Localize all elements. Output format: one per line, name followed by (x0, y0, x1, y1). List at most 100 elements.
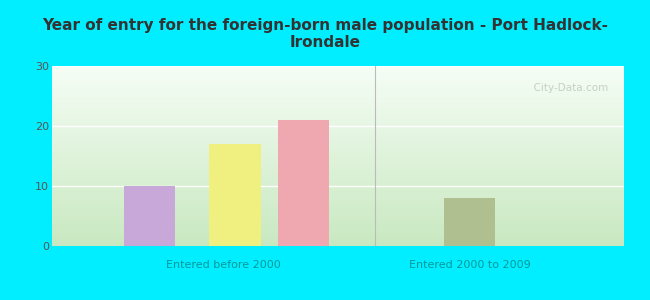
Bar (52, 194, 624, 195)
Bar (52, 96, 624, 97)
Bar (52, 220, 624, 221)
Bar (52, 189, 624, 190)
Bar (52, 100, 624, 101)
Bar (52, 195, 624, 196)
Bar (52, 157, 624, 158)
Bar (52, 155, 624, 156)
Bar (52, 222, 624, 223)
Bar (52, 234, 624, 235)
Bar (52, 92, 624, 93)
Bar (52, 184, 624, 185)
Bar (52, 215, 624, 216)
Bar (52, 174, 624, 175)
Bar (52, 71, 624, 72)
Bar (52, 159, 624, 160)
Bar (52, 66, 624, 67)
Bar (52, 82, 624, 83)
Text: Year of entry for the foreign-born male population - Port Hadlock-
Irondale: Year of entry for the foreign-born male … (42, 18, 608, 50)
Bar (52, 205, 624, 206)
Bar (52, 224, 624, 225)
Bar (52, 158, 624, 159)
Bar (52, 232, 624, 233)
Bar (52, 102, 624, 103)
Bar (444, 198, 495, 246)
Bar (52, 218, 624, 219)
Bar (278, 120, 330, 246)
Bar (52, 125, 624, 126)
Bar (52, 110, 624, 111)
Bar (52, 176, 624, 177)
Bar (52, 123, 624, 124)
Bar (52, 140, 624, 141)
Bar (52, 131, 624, 132)
Bar (52, 103, 624, 104)
Bar (52, 179, 624, 180)
Bar (52, 87, 624, 88)
Bar (52, 153, 624, 154)
Bar (52, 198, 624, 199)
Bar (52, 105, 624, 106)
Bar (52, 94, 624, 95)
Bar (52, 197, 624, 198)
Bar (52, 169, 624, 170)
Bar (52, 138, 624, 139)
Bar (52, 115, 624, 116)
Bar (52, 147, 624, 148)
Bar (52, 160, 624, 161)
Bar (52, 148, 624, 149)
Bar (52, 68, 624, 69)
Bar (52, 178, 624, 179)
Bar (52, 72, 624, 73)
Bar (52, 78, 624, 79)
Bar (52, 170, 624, 171)
Bar (52, 67, 624, 68)
Bar (52, 172, 624, 173)
Bar (52, 193, 624, 194)
Bar (52, 117, 624, 118)
Bar (52, 118, 624, 119)
Bar (52, 182, 624, 183)
Bar (52, 135, 624, 136)
Bar (52, 146, 624, 147)
Bar (52, 152, 624, 153)
Bar (52, 230, 624, 231)
Bar (52, 199, 624, 200)
Bar (52, 120, 624, 121)
Legend: Europe, Asia, Latin America, South America: Europe, Asia, Latin America, South Ameri… (168, 296, 508, 300)
Bar (52, 122, 624, 123)
Bar (52, 81, 624, 82)
Bar (52, 112, 624, 113)
Bar (209, 144, 261, 246)
Bar (52, 241, 624, 242)
Bar (52, 204, 624, 205)
Bar (52, 201, 624, 202)
Bar (52, 165, 624, 166)
Bar (52, 70, 624, 71)
Bar (52, 167, 624, 168)
Bar (52, 134, 624, 135)
Bar (52, 212, 624, 213)
Bar (52, 183, 624, 184)
Bar (52, 113, 624, 114)
Bar (124, 186, 175, 246)
Bar (52, 99, 624, 100)
Bar (52, 175, 624, 176)
Bar (52, 88, 624, 89)
Bar (52, 187, 624, 188)
Bar (52, 132, 624, 133)
Bar (52, 188, 624, 189)
Bar (52, 211, 624, 212)
Bar (52, 101, 624, 102)
Bar (52, 186, 624, 187)
Bar (52, 143, 624, 144)
Bar (52, 150, 624, 151)
Bar (52, 169, 624, 170)
Bar (52, 160, 624, 161)
Bar (52, 79, 624, 80)
Bar (52, 214, 624, 215)
Bar (52, 104, 624, 105)
Bar (52, 233, 624, 234)
Bar (52, 239, 624, 240)
Bar (52, 207, 624, 208)
Bar (52, 225, 624, 226)
